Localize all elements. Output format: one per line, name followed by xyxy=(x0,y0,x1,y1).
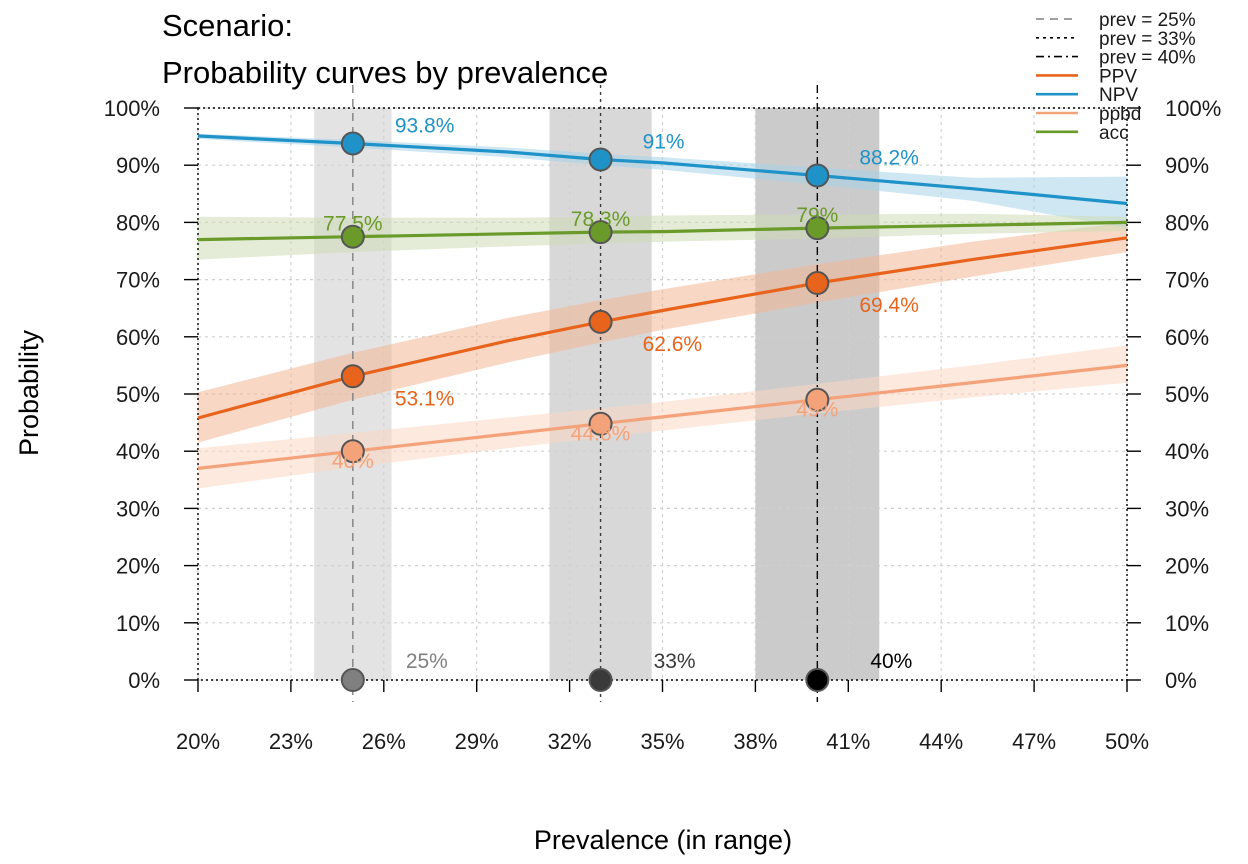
y-tick-label-right: 40% xyxy=(1165,439,1209,464)
series-line-npv xyxy=(197,134,1128,206)
data-point-ppv xyxy=(805,271,830,296)
data-label-acc: 78.3% xyxy=(571,208,631,231)
confidence-band-npv xyxy=(198,133,1127,229)
series-line-acc xyxy=(197,220,1128,242)
data-point-ppv xyxy=(588,309,613,334)
y-tick-label-left: 80% xyxy=(116,210,160,235)
confidence-band-ppv xyxy=(198,222,1127,443)
x-tick-label: 41% xyxy=(826,729,870,754)
x-tick-label: 29% xyxy=(455,729,499,754)
prevalence-label-33: 33% xyxy=(654,650,696,673)
data-point-npv xyxy=(588,147,613,172)
data-point-npv xyxy=(805,163,830,188)
x-tick-label: 35% xyxy=(640,729,684,754)
legend-label-ppbd: ppbd xyxy=(1099,104,1141,125)
y-tick-label-right: 0% xyxy=(1165,668,1197,693)
data-label-acc: 79% xyxy=(796,204,838,227)
series-points xyxy=(340,131,830,692)
data-point-ppbd xyxy=(340,439,365,464)
data-point-ppv xyxy=(340,364,365,389)
y-tick-label-right: 100% xyxy=(1165,96,1221,121)
y-axis-title: Probability xyxy=(14,329,44,456)
legend-label-npv: NPV xyxy=(1099,85,1138,106)
x-tick-label: 44% xyxy=(919,729,963,754)
y-tick-label-left: 40% xyxy=(116,439,160,464)
y-tick-label-right: 10% xyxy=(1165,611,1209,636)
y-tick-label-left: 30% xyxy=(116,496,160,521)
y-tick-label-left: 10% xyxy=(116,611,160,636)
data-point-npv xyxy=(340,131,365,156)
axes: 0% 0% 10% 10% 20% 20% 30% 30% 40% 40% 50% 50% 60% 60%… xyxy=(104,96,1222,754)
prevalence-label-25: 25% xyxy=(406,650,448,673)
x-tick-label: 47% xyxy=(1012,729,1056,754)
data-labels: 25% 33% 40% 53.1% 62.6% 69.4% 93.8% 91% 88.2% 40%… xyxy=(323,114,919,673)
prevalence-point-25 xyxy=(340,668,365,692)
data-label-ppbd: 49% xyxy=(796,399,838,422)
data-point-ppbd xyxy=(588,411,613,436)
y-tick-label-left: 90% xyxy=(116,153,160,178)
data-point-acc xyxy=(588,220,613,245)
data-point-acc xyxy=(340,224,365,249)
y-tick-label-right: 80% xyxy=(1165,210,1209,235)
data-label-ppbd: 44.8% xyxy=(571,423,631,446)
y-tick-label-right: 20% xyxy=(1165,554,1209,579)
y-tick-label-right: 50% xyxy=(1165,382,1209,407)
y-tick-label-left: 60% xyxy=(116,325,160,350)
data-point-ppbd xyxy=(805,387,830,412)
legend-label-prev-25: prev = 25% xyxy=(1099,10,1196,31)
y-tick-label-left: 0% xyxy=(128,668,160,693)
prevalence-point-33 xyxy=(588,668,613,692)
legend-label-ppv: PPV xyxy=(1099,66,1137,87)
data-label-acc: 77.5% xyxy=(323,213,383,236)
legend-label-prev-33: prev = 33% xyxy=(1099,29,1196,50)
legend: prev = 25%prev = 33%prev = 40%PPVNPVppbd… xyxy=(1036,10,1196,144)
chart-subtitle: Probability curves by prevalence xyxy=(162,55,608,90)
prevalence-label-40: 40% xyxy=(870,650,912,673)
y-tick-label-left: 100% xyxy=(104,96,160,121)
x-tick-label: 32% xyxy=(548,729,592,754)
data-label-npv: 93.8% xyxy=(395,114,455,137)
data-label-npv: 88.2% xyxy=(859,146,919,169)
x-tick-label: 23% xyxy=(269,729,313,754)
x-tick-label: 20% xyxy=(176,729,220,754)
data-label-ppbd: 40% xyxy=(332,450,374,473)
y-tick-label-right: 30% xyxy=(1165,496,1209,521)
data-label-ppv: 62.6% xyxy=(643,333,703,356)
legend-label-acc: acc xyxy=(1099,123,1129,144)
data-label-ppv: 53.1% xyxy=(395,387,455,410)
data-label-ppv: 69.4% xyxy=(859,294,919,317)
x-tick-label: 26% xyxy=(362,729,406,754)
y-tick-label-right: 70% xyxy=(1165,268,1209,293)
y-tick-label-left: 70% xyxy=(116,268,160,293)
x-axis-title: Prevalence (in range) xyxy=(534,825,792,855)
prevalence-point-40 xyxy=(805,668,830,692)
x-tick-label: 50% xyxy=(1105,729,1149,754)
y-tick-label-right: 90% xyxy=(1165,153,1209,178)
data-label-npv: 91% xyxy=(643,130,685,153)
series-line-ppv xyxy=(197,236,1128,420)
data-point-acc xyxy=(805,216,830,241)
chart-title: Scenario: xyxy=(162,8,293,43)
y-tick-label-right: 60% xyxy=(1165,325,1209,350)
legend-label-prev-40: prev = 40% xyxy=(1099,48,1196,69)
series-line-ppbd xyxy=(197,363,1128,470)
series-lines xyxy=(197,134,1128,470)
x-tick-label: 38% xyxy=(733,729,777,754)
y-tick-label-left: 20% xyxy=(116,554,160,579)
y-tick-label-left: 50% xyxy=(116,382,160,407)
